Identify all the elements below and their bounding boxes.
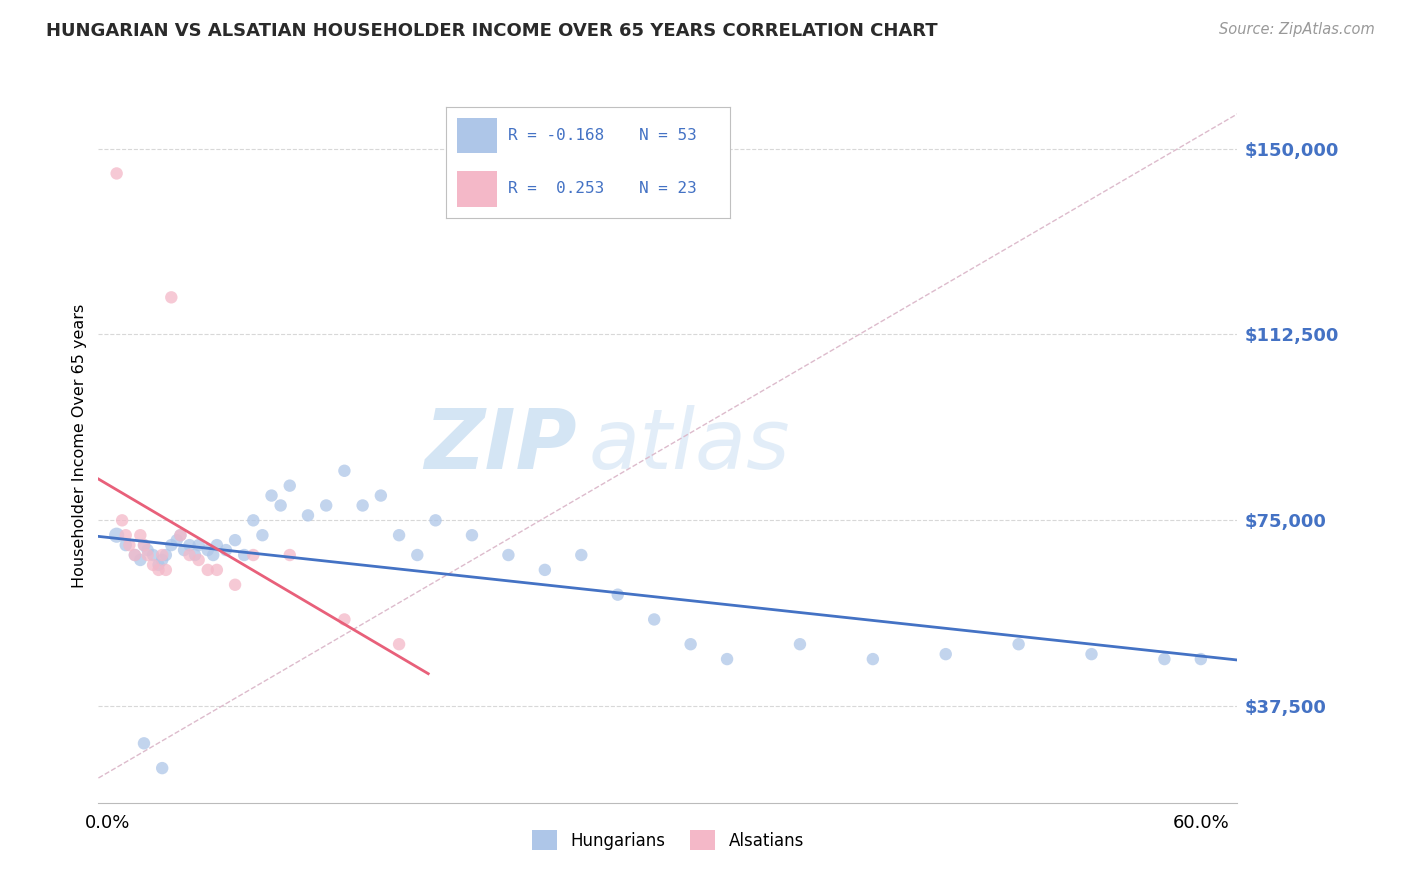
Point — [150, 553, 173, 567]
Y-axis label: Householder Income Over 65 years: Householder Income Over 65 years — [72, 304, 87, 588]
Point — [205, 538, 228, 552]
Point — [187, 538, 209, 552]
Point — [184, 548, 207, 562]
Point — [105, 166, 128, 180]
Point — [202, 548, 225, 562]
Point — [129, 553, 152, 567]
Point — [606, 588, 628, 602]
Point — [534, 563, 557, 577]
Point — [205, 563, 228, 577]
Point — [1080, 647, 1102, 661]
Point — [1153, 652, 1175, 666]
Text: ZIP: ZIP — [425, 406, 576, 486]
Point — [333, 464, 356, 478]
Point — [278, 548, 301, 562]
Point — [114, 538, 136, 552]
Point — [132, 538, 155, 552]
Point — [160, 290, 183, 304]
Point — [150, 548, 173, 562]
Text: Source: ZipAtlas.com: Source: ZipAtlas.com — [1219, 22, 1375, 37]
Point — [233, 548, 256, 562]
Point — [388, 637, 411, 651]
Point — [132, 538, 155, 552]
Point — [278, 478, 301, 492]
Point — [136, 543, 159, 558]
Point — [388, 528, 411, 542]
Point — [118, 538, 141, 552]
Point — [242, 548, 264, 562]
Point — [197, 543, 219, 558]
Point — [148, 563, 170, 577]
Point — [643, 612, 665, 626]
Point — [111, 513, 134, 527]
Point — [155, 548, 177, 562]
Point — [124, 548, 146, 562]
Point — [150, 761, 173, 775]
Point — [224, 578, 246, 592]
Point — [270, 499, 292, 513]
Text: HUNGARIAN VS ALSATIAN HOUSEHOLDER INCOME OVER 65 YEARS CORRELATION CHART: HUNGARIAN VS ALSATIAN HOUSEHOLDER INCOME… — [46, 22, 938, 40]
Point — [935, 647, 957, 661]
Point — [142, 548, 165, 562]
Point — [789, 637, 811, 651]
Point — [297, 508, 319, 523]
Point — [679, 637, 702, 651]
Point — [124, 548, 146, 562]
Point — [569, 548, 592, 562]
Point — [242, 513, 264, 527]
Point — [1189, 652, 1212, 666]
Point — [179, 548, 201, 562]
Point — [215, 543, 238, 558]
Point — [155, 563, 177, 577]
Point — [370, 489, 392, 503]
Point — [260, 489, 283, 503]
Point — [187, 553, 209, 567]
Point — [173, 543, 195, 558]
Point — [716, 652, 738, 666]
Point — [160, 538, 183, 552]
Point — [142, 558, 165, 572]
Point — [425, 513, 447, 527]
Point — [406, 548, 429, 562]
Point — [498, 548, 520, 562]
Point — [1007, 637, 1029, 651]
Text: atlas: atlas — [588, 406, 790, 486]
Point — [132, 736, 155, 750]
Point — [352, 499, 374, 513]
Point — [148, 558, 170, 572]
Point — [166, 533, 188, 548]
Point — [179, 538, 201, 552]
Point — [461, 528, 484, 542]
Point — [169, 528, 191, 542]
Point — [197, 563, 219, 577]
Point — [252, 528, 274, 542]
Point — [105, 528, 128, 542]
Point — [862, 652, 884, 666]
Legend: Hungarians, Alsatians: Hungarians, Alsatians — [523, 822, 813, 859]
Point — [129, 528, 152, 542]
Point — [315, 499, 337, 513]
Point — [136, 548, 159, 562]
Point — [169, 528, 191, 542]
Point — [333, 612, 356, 626]
Point — [114, 528, 136, 542]
Point — [224, 533, 246, 548]
